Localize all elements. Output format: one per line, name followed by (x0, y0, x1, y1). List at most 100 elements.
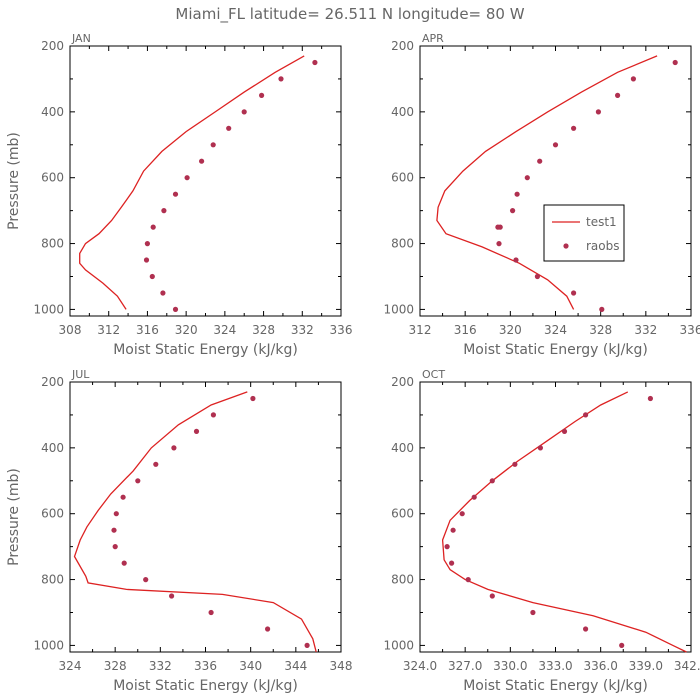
y-tick-label: 800 (41, 237, 64, 251)
panel-label: OCT (422, 368, 445, 381)
data-point-raobs (160, 290, 166, 296)
x-tick-label: 342.0 (674, 659, 700, 673)
panel-jan: JAN 308 312 316 320 324 328 332 336 200 400 600 800 1… (6, 32, 352, 358)
data-point-raobs (471, 494, 477, 500)
series-line-test1 (441, 391, 687, 653)
x-tick-label: 344 (284, 659, 307, 673)
data-point-raobs (449, 560, 455, 566)
panel-label: JAN (71, 32, 91, 45)
panels: JAN 308 312 316 320 324 328 332 336 200 400 600 800 1… (6, 32, 700, 694)
y-tick-label: 600 (41, 507, 64, 521)
panel-label: JUL (71, 368, 90, 381)
data-point-raobs (184, 175, 190, 181)
y-tick-label: 1000 (383, 638, 414, 652)
data-point-raobs (489, 593, 495, 599)
data-point-raobs (171, 445, 177, 451)
data-point-raobs (312, 59, 318, 66)
y-tick-label: 400 (41, 105, 64, 119)
data-point-raobs (210, 412, 216, 418)
x-tick-label: 324.0 (403, 659, 437, 673)
x-tick-label: 348 (330, 659, 353, 673)
legend-model-label: test1 (586, 215, 617, 229)
data-point-raobs (120, 494, 126, 500)
data-point-raobs (241, 109, 247, 115)
data-point-raobs (208, 609, 214, 616)
figure-title: Miami_FL latitude= 26.511 N longitude= 8… (175, 5, 524, 24)
x-tick-label: 324 (544, 323, 567, 337)
series-line-test1 (79, 55, 305, 310)
data-point-raobs (489, 478, 495, 484)
y-tick-label: 200 (41, 375, 64, 389)
panel-jul: JUL 324 328 332 336 340 344 348 200 400 600 800 1000… (6, 368, 352, 694)
x-tick-label: 336 (194, 659, 217, 673)
x-tick-label: 312 (409, 323, 432, 337)
data-point-raobs (571, 290, 577, 296)
legend-obs-label: raobs (586, 239, 620, 253)
y-tick-label: 400 (391, 105, 414, 119)
data-point-raobs (450, 527, 456, 533)
x-tick-label: 320 (175, 323, 198, 337)
data-point-raobs (153, 461, 159, 467)
y-tick-label: 200 (41, 39, 64, 53)
x-tick-label: 324 (59, 659, 82, 673)
data-point-raobs (524, 175, 530, 181)
data-point-raobs (571, 125, 577, 131)
data-point-raobs (259, 92, 265, 98)
y-tick-label: 1000 (33, 638, 64, 652)
data-point-raobs (135, 478, 141, 484)
data-point-raobs (121, 560, 127, 566)
plot-frame (419, 381, 692, 653)
data-point-raobs (172, 306, 179, 312)
x-axis-label: Moist Static Energy (kJ/kg) (463, 342, 648, 358)
data-point-raobs (444, 544, 450, 550)
x-tick-label: 308 (59, 323, 82, 337)
plot-frame (69, 381, 342, 653)
x-tick-label: 328 (104, 659, 127, 673)
x-tick-label: 336.0 (583, 659, 617, 673)
data-point-raobs (630, 76, 637, 82)
plot-frame (69, 45, 342, 317)
data-point-raobs (150, 224, 156, 230)
x-axis-label: Moist Static Energy (kJ/kg) (463, 678, 648, 694)
data-point-raobs (647, 395, 654, 402)
data-point-raobs (250, 395, 256, 402)
data-point-raobs (561, 428, 568, 434)
data-point-raobs (530, 609, 536, 616)
y-tick-label: 400 (41, 441, 64, 455)
plot-frame (419, 45, 692, 317)
x-axis-label: Moist Static Energy (kJ/kg) (113, 678, 298, 694)
data-point-raobs (514, 191, 520, 197)
panel-label: APR (422, 32, 444, 45)
data-point-raobs (199, 158, 205, 164)
data-point-raobs (599, 306, 605, 312)
data-point-raobs (537, 445, 544, 451)
panel-oct: OCT 324.0 327.0 330.0 333.0 336.0 339.0 342.0 20… (383, 368, 700, 694)
y-tick-label: 600 (391, 171, 414, 185)
data-point-raobs (465, 577, 471, 583)
data-point-raobs (113, 511, 119, 517)
x-tick-label: 330.0 (493, 659, 527, 673)
x-tick-label: 316 (454, 323, 477, 337)
x-tick-label: 324 (213, 323, 236, 337)
y-axis-label: Pressure (mb) (6, 132, 22, 230)
x-tick-label: 332 (291, 323, 314, 337)
data-point-raobs (143, 577, 149, 583)
series-line-test1 (436, 55, 658, 310)
legend-dot-swatch (563, 243, 569, 249)
y-tick-label: 200 (391, 375, 414, 389)
x-axis-label: Moist Static Energy (kJ/kg) (113, 342, 298, 358)
data-point-raobs (595, 109, 602, 115)
data-point-raobs (193, 428, 200, 434)
data-point-raobs (278, 76, 284, 82)
y-tick-label: 1000 (383, 302, 414, 316)
data-point-raobs (513, 257, 519, 263)
x-tick-label: 339.0 (629, 659, 663, 673)
data-point-raobs (619, 642, 625, 649)
y-tick-label: 400 (391, 441, 414, 455)
data-point-raobs (672, 59, 678, 66)
data-point-raobs (161, 208, 167, 214)
data-point-raobs (265, 626, 271, 632)
data-point-raobs (583, 626, 589, 632)
data-point-raobs (112, 544, 118, 550)
